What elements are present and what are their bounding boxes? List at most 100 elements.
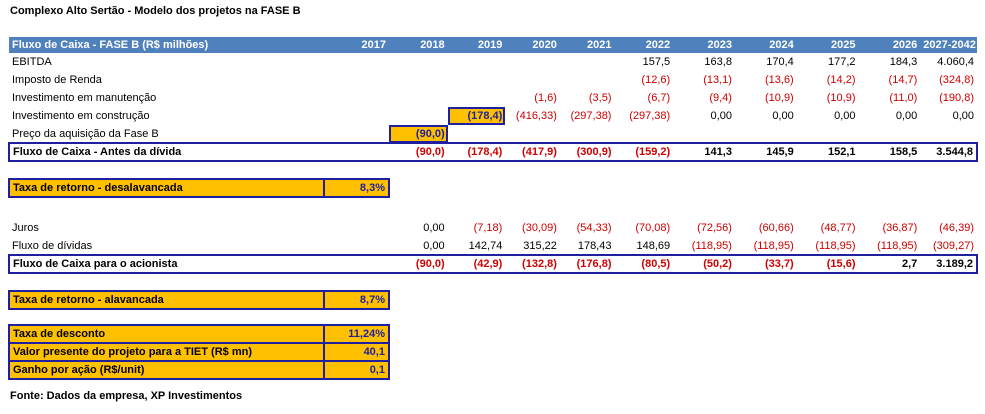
cell — [448, 89, 506, 107]
cell: (14,2) — [826, 74, 856, 86]
kpi-value: 8,3% — [323, 178, 390, 198]
cell: (6,7) — [647, 92, 671, 104]
table-row: Investimento em manutenção (1,6) (3,5) (… — [9, 89, 977, 107]
table-row: EBITDA 157,5 163,8 170,4 177,2 184,3 4.0… — [9, 53, 977, 71]
cash-flow-table: Fluxo de Caixa - FASE B (R$ milhões) 201… — [7, 37, 978, 380]
row-label: Fluxo de dívidas — [12, 239, 93, 252]
cell: (33,7) — [734, 254, 797, 274]
cell: (159,2) — [614, 142, 674, 162]
cell — [673, 125, 735, 143]
table-row-total: Fluxo de Caixa - Antes da dívida (90,0) … — [7, 142, 978, 162]
kpi-value: 40,1 — [323, 342, 390, 362]
cell — [389, 89, 448, 107]
header-row: Fluxo de Caixa - FASE B (R$ milhões) 201… — [9, 37, 977, 53]
cell: (10,9) — [764, 92, 794, 104]
row-label: Juros — [12, 222, 39, 234]
row-label: Investimento em manutenção — [12, 92, 157, 104]
cell: 163,8 — [704, 56, 732, 68]
row-label: Investimento em construção — [12, 110, 150, 122]
cell: (297,38) — [629, 110, 671, 122]
cell: 0,00 — [834, 110, 856, 122]
cell: 142,74 — [468, 239, 503, 252]
cell: (42,9) — [447, 254, 506, 274]
cell — [797, 125, 859, 143]
cell: (416,33) — [515, 110, 557, 122]
kpi-row: Valor presente do projeto para a TIET (R… — [7, 342, 977, 362]
source-note: Fonte: Dados da empresa, XP Investimento… — [10, 390, 243, 402]
kpi-row: Taxa de retorno - alavancada 8,7% — [7, 290, 977, 310]
cell: (72,56) — [697, 222, 732, 234]
cell: 145,9 — [734, 142, 797, 162]
cell — [324, 254, 389, 274]
cell: (118,95) — [691, 239, 732, 252]
table-row-total: Fluxo de Caixa para o acionista (90,0) (… — [7, 254, 978, 274]
kpi-label: Valor presente do projeto para a TIET (R… — [7, 342, 326, 362]
header-label: Fluxo de Caixa - FASE B (R$ milhões) — [9, 37, 325, 53]
year-2027-2042: 2027-2042 — [920, 37, 977, 53]
cell: (132,8) — [505, 254, 560, 274]
cell — [324, 125, 389, 143]
year-2020: 2020 — [505, 37, 560, 53]
cell: 178,43 — [577, 239, 612, 252]
cell: (118,95) — [815, 239, 856, 252]
cell: 315,22 — [523, 239, 557, 252]
cell: 158,5 — [858, 142, 921, 162]
year-2017: 2017 — [324, 37, 389, 53]
cell: 3.189,2 — [920, 254, 978, 274]
cell — [448, 125, 506, 143]
kpi-label: Taxa de desconto — [7, 324, 326, 344]
cell — [324, 107, 389, 125]
cell: (11,0) — [889, 92, 918, 104]
cell: (190,8) — [939, 92, 974, 104]
cell: (118,95) — [753, 239, 794, 252]
cell: 2,7 — [858, 254, 921, 274]
kpi-value: 8,7% — [323, 290, 390, 310]
cell: (80,5) — [614, 254, 674, 274]
cell: (13,6) — [764, 74, 794, 86]
cell — [324, 142, 389, 162]
cell: 170,4 — [766, 56, 794, 68]
table-row: Fluxo de dívidas 0,00 142,74 315,22 178,… — [9, 237, 977, 255]
kpi-value: 11,24% — [323, 324, 390, 344]
cell: (12,6) — [641, 74, 671, 86]
cell: (30,09) — [522, 222, 557, 234]
cell: 177,2 — [827, 56, 856, 68]
cell: (10,9) — [826, 92, 856, 104]
kpi-value: 0,1 — [323, 360, 390, 380]
cell — [389, 53, 448, 71]
kpi-label: Ganho por ação (R$/unit) — [7, 360, 326, 380]
table-row: Imposto de Renda (12,6) (13,1) (13,6) (1… — [9, 71, 977, 89]
cell — [505, 71, 560, 89]
cell: (178,4) — [447, 142, 506, 162]
year-2018: 2018 — [388, 37, 448, 53]
cell — [560, 125, 615, 143]
cell — [324, 89, 389, 107]
cell: (54,33) — [576, 222, 612, 234]
cell: (417,9) — [505, 142, 560, 162]
cell: 0,00 — [423, 222, 445, 234]
year-2023: 2023 — [673, 37, 735, 53]
sheet-title: Complexo Alto Sertão - Modelo dos projet… — [10, 5, 301, 17]
kpi-row: Ganho por ação (R$/unit) 0,1 — [7, 360, 977, 380]
cell: (13,1) — [703, 74, 732, 86]
cell — [505, 125, 560, 143]
cell: (36,87) — [882, 222, 918, 234]
kpi-label: Taxa de retorno - desalavancada — [7, 178, 326, 198]
kpi-row: Taxa de retorno - desalavancada 8,3% — [7, 178, 977, 198]
highlighted-cell: (90,0) — [388, 125, 448, 143]
kpi-label: Taxa de retorno - alavancada — [7, 290, 326, 310]
cell — [560, 53, 615, 71]
cell: (118,95) — [877, 239, 918, 252]
cell: (14,7) — [888, 74, 918, 86]
cell: (309,27) — [933, 239, 974, 252]
table-row: Preço da aquisição da Fase B (90,0) — [9, 125, 977, 143]
cell: 0,00 — [772, 110, 794, 122]
cell: (46,39) — [939, 222, 974, 234]
row-label: Fluxo de Caixa para o acionista — [7, 254, 325, 274]
cell: (90,0) — [388, 254, 448, 274]
cell — [448, 53, 506, 71]
cell — [324, 237, 389, 255]
cell: 3.544,8 — [920, 142, 978, 162]
cell: 184,3 — [889, 56, 918, 68]
cell: (9,4) — [709, 92, 732, 104]
